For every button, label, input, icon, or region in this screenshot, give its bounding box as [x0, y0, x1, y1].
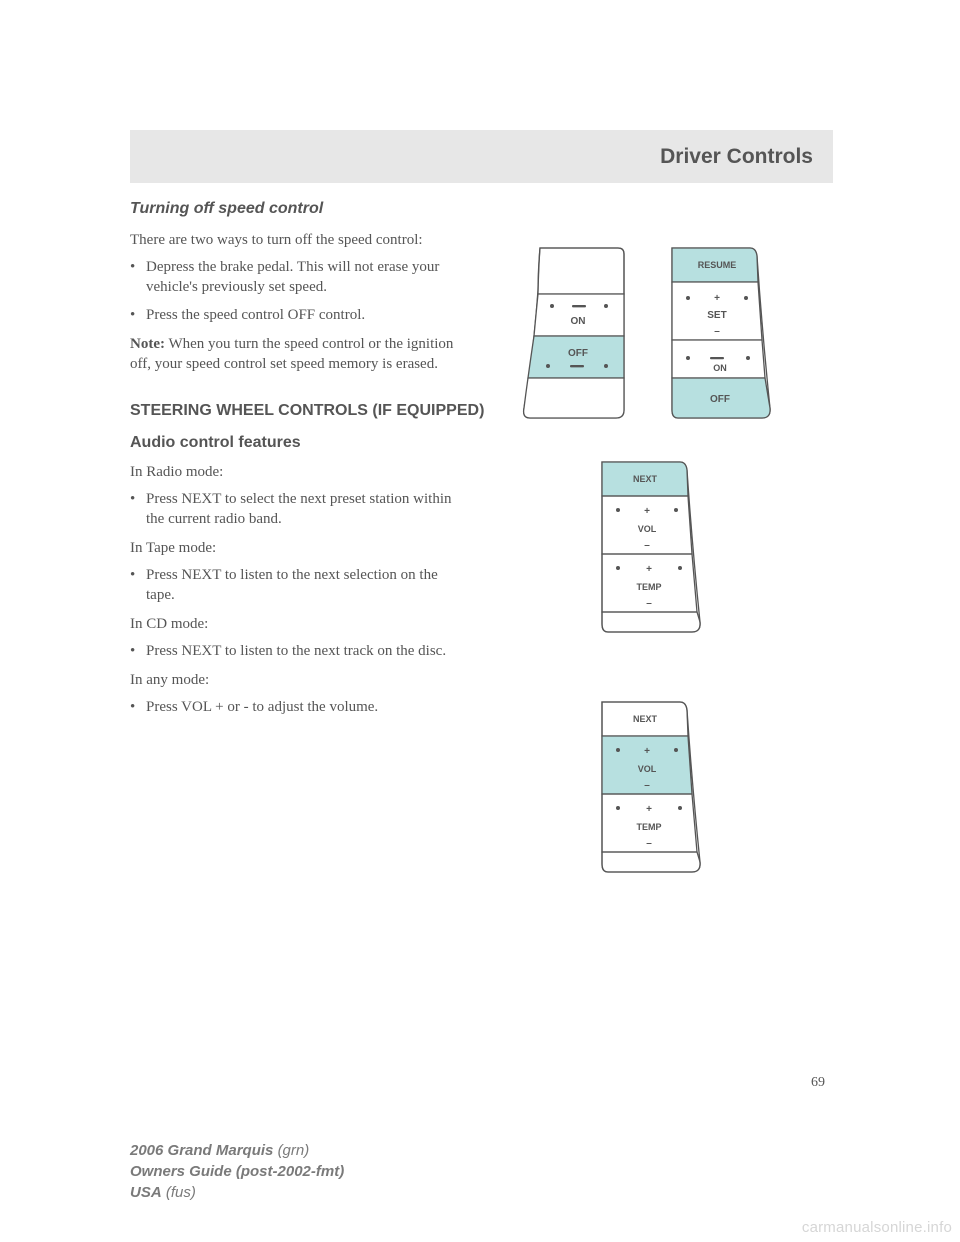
svg-text:+: + — [644, 506, 650, 517]
figure-speed-controls: ON OFF — [500, 240, 800, 440]
svg-text:SET: SET — [707, 310, 726, 321]
footer-line2: Owners Guide (post-2002-fmt) — [130, 1161, 344, 1182]
speed-controls-svg: ON OFF — [500, 240, 800, 440]
svg-text:+: + — [714, 293, 720, 304]
svg-text:TEMP: TEMP — [636, 822, 661, 832]
svg-text:TEMP: TEMP — [636, 582, 661, 592]
svg-text:–: – — [714, 326, 720, 337]
note-label: Note: — [130, 336, 165, 352]
speed-pad-right: + SET – RESUME ON OFF — [672, 248, 770, 418]
svg-text:RESUME: RESUME — [698, 260, 737, 270]
cd-bullet: Press NEXT to listen to the next track o… — [130, 642, 470, 662]
radio-label: In Radio mode: — [130, 462, 470, 482]
svg-text:–: – — [644, 780, 650, 791]
svg-text:VOL: VOL — [638, 764, 657, 774]
header-title: Driver Controls — [660, 145, 813, 169]
content: Turning off speed control There are two … — [130, 200, 833, 726]
section-audio: Audio control features In Radio mode: Pr… — [130, 434, 833, 718]
speed-bullets: Depress the brake pedal. This will not e… — [130, 258, 470, 325]
footer-line3: USA (fus) — [130, 1182, 344, 1203]
cd-label: In CD mode: — [130, 614, 470, 634]
note-text: Note: When you turn the speed control or… — [130, 334, 470, 375]
figure-audio-vol: NEXT + VOL – + TEMP – — [580, 694, 730, 894]
watermark: carmanualsonline.info — [802, 1219, 952, 1236]
footer: 2006 Grand Marquis (grn) Owners Guide (p… — [130, 1140, 344, 1203]
svg-text:OFF: OFF — [710, 394, 730, 405]
any-label: In any mode: — [130, 670, 470, 690]
svg-text:NEXT: NEXT — [633, 714, 658, 724]
label-on: ON — [571, 316, 586, 327]
svg-text:VOL: VOL — [638, 524, 657, 534]
svg-text:–: – — [644, 540, 650, 551]
figure-audio-next: NEXT + VOL – + TEMP – — [580, 454, 730, 654]
header-bar: Driver Controls — [130, 130, 833, 183]
tape-label: In Tape mode: — [130, 538, 470, 558]
page-number: 69 — [811, 1075, 825, 1091]
heading-audio: Audio control features — [130, 434, 833, 452]
note-body: When you turn the speed control or the i… — [130, 336, 453, 372]
page: Driver Controls Turning off speed contro… — [0, 0, 960, 1242]
speed-pad-left: ON OFF — [524, 248, 624, 418]
bullet-1: Depress the brake pedal. This will not e… — [130, 258, 470, 298]
svg-text:+: + — [646, 804, 652, 815]
svg-text:–: – — [646, 598, 652, 609]
svg-text:NEXT: NEXT — [633, 474, 658, 484]
section-speed-control: Turning off speed control There are two … — [130, 200, 833, 374]
speed-left-col: Depress the brake pedal. This will not e… — [130, 258, 470, 374]
heading-turning-off: Turning off speed control — [130, 200, 833, 218]
radio-bullet: Press NEXT to select the next preset sta… — [130, 490, 470, 530]
tape-bullet: Press NEXT to listen to the next selecti… — [130, 566, 470, 606]
label-off: OFF — [568, 348, 588, 359]
svg-text:+: + — [646, 564, 652, 575]
svg-text:ON: ON — [713, 363, 727, 373]
svg-text:+: + — [644, 746, 650, 757]
bullet-2: Press the speed control OFF control. — [130, 306, 470, 326]
any-bullet: Press VOL + or - to adjust the volume. — [130, 698, 470, 718]
footer-line1: 2006 Grand Marquis (grn) — [130, 1140, 344, 1161]
audio-left-col: In Radio mode: Press NEXT to select the … — [130, 462, 470, 718]
svg-text:–: – — [646, 838, 652, 849]
